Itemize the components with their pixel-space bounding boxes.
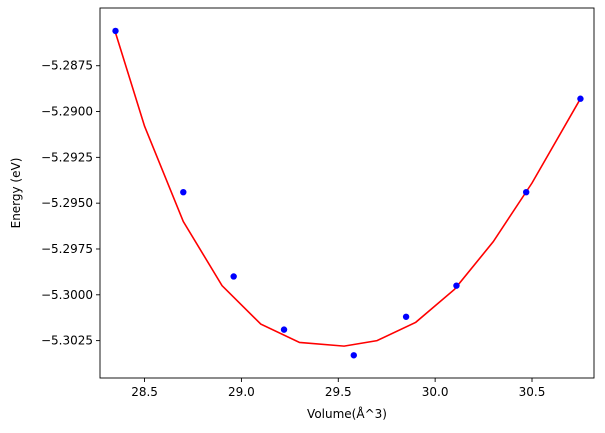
x-axis-ticks: 28.5 29.0 29.5 30.0 30.5 (131, 378, 545, 399)
data-point (230, 273, 237, 280)
x-tick-label: 29.5 (325, 385, 352, 399)
data-point (280, 326, 288, 333)
y-tick-label: −5.3025 (41, 334, 93, 348)
data-point (402, 313, 410, 320)
data-points-layer (112, 27, 584, 359)
x-tick-label: 29.0 (228, 385, 255, 399)
fit-curve-layer (114, 32, 582, 347)
y-tick-label: −5.3000 (41, 288, 93, 302)
y-tick-label: −5.2950 (41, 196, 93, 210)
y-tick-label: −5.2975 (41, 242, 93, 256)
y-tick-label: −5.2925 (41, 150, 93, 164)
x-axis-label: Volume(Å^3) (307, 406, 387, 421)
data-point (350, 352, 357, 359)
y-axis-label: Energy (eV) (9, 158, 23, 229)
data-point (453, 282, 460, 289)
plot-frame (99, 7, 595, 379)
x-tick-label: 30.0 (422, 385, 449, 399)
y-tick-label: −5.2900 (41, 105, 93, 119)
data-point (112, 27, 119, 35)
x-tick-label: 30.5 (519, 385, 546, 399)
x-tick-label: 28.5 (131, 385, 158, 399)
fit-curve (114, 32, 582, 347)
y-tick-label: −5.2875 (41, 59, 93, 73)
data-point (523, 188, 530, 196)
y-axis-ticks: −5.2875 −5.2900 −5.2925 −5.2950 −5.2975 −5.30… (41, 59, 100, 348)
plot-area (100, 8, 594, 378)
data-point (180, 188, 187, 196)
data-point (577, 95, 584, 102)
